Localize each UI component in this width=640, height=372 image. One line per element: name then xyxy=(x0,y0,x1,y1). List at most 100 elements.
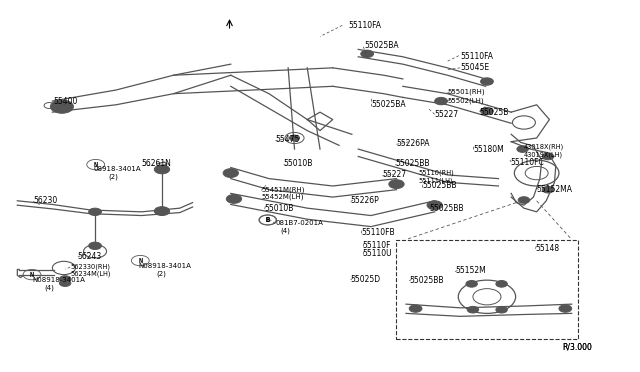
Text: 55226PA: 55226PA xyxy=(396,139,430,148)
Text: N: N xyxy=(93,161,98,167)
Text: 55452M(LH): 55452M(LH) xyxy=(261,194,304,201)
Text: 55025BB: 55025BB xyxy=(395,159,429,169)
Text: 55110FA: 55110FA xyxy=(349,21,381,30)
Circle shape xyxy=(62,278,68,281)
Text: 55152MA: 55152MA xyxy=(537,185,573,194)
Text: 55025BB: 55025BB xyxy=(409,276,444,285)
Circle shape xyxy=(227,195,242,203)
Circle shape xyxy=(158,209,166,213)
Circle shape xyxy=(496,307,508,313)
Circle shape xyxy=(438,99,444,103)
Circle shape xyxy=(51,100,74,113)
Text: B: B xyxy=(266,217,270,223)
Text: 43018X(RH): 43018X(RH) xyxy=(524,144,564,151)
Text: N: N xyxy=(138,257,143,264)
Text: 56261N: 56261N xyxy=(141,159,172,169)
Circle shape xyxy=(496,280,508,287)
Circle shape xyxy=(521,198,527,202)
Text: B: B xyxy=(266,217,270,223)
Circle shape xyxy=(292,137,297,140)
Circle shape xyxy=(89,242,101,250)
Text: 56230: 56230 xyxy=(33,196,58,205)
Circle shape xyxy=(364,52,371,56)
Circle shape xyxy=(484,80,490,83)
Circle shape xyxy=(289,135,300,141)
Circle shape xyxy=(427,201,442,210)
Text: 55025BB: 55025BB xyxy=(422,182,456,190)
Circle shape xyxy=(409,305,422,312)
Text: 55110U: 55110U xyxy=(363,249,392,258)
Text: (4): (4) xyxy=(45,284,54,291)
Circle shape xyxy=(467,307,479,313)
Circle shape xyxy=(470,308,476,311)
Text: 55010B: 55010B xyxy=(284,159,313,169)
Circle shape xyxy=(60,276,71,282)
Circle shape xyxy=(154,207,170,215)
Circle shape xyxy=(545,188,551,191)
Circle shape xyxy=(56,103,68,110)
Circle shape xyxy=(481,108,493,115)
Circle shape xyxy=(227,171,235,175)
Text: N08918-3401A: N08918-3401A xyxy=(138,263,191,269)
Text: R/3.000: R/3.000 xyxy=(562,342,592,351)
Text: 55475: 55475 xyxy=(275,135,300,144)
Text: 55501(RH): 55501(RH) xyxy=(447,89,485,95)
Circle shape xyxy=(435,97,447,105)
Text: 562330(RH): 562330(RH) xyxy=(70,263,110,270)
Text: 55010B: 55010B xyxy=(264,203,294,213)
Circle shape xyxy=(466,280,477,287)
Circle shape xyxy=(154,165,170,174)
Circle shape xyxy=(542,186,554,193)
Text: (4): (4) xyxy=(280,227,291,234)
Circle shape xyxy=(62,282,68,285)
Text: 55226P: 55226P xyxy=(351,196,380,205)
Text: N08918-3401A: N08918-3401A xyxy=(32,277,85,283)
Text: (2): (2) xyxy=(108,174,118,180)
Circle shape xyxy=(92,210,99,214)
Circle shape xyxy=(517,146,529,153)
Text: 55227: 55227 xyxy=(383,170,406,179)
Circle shape xyxy=(223,169,239,177)
Circle shape xyxy=(60,280,71,286)
Text: 55025D: 55025D xyxy=(351,275,381,283)
Text: 081B7-0201A: 081B7-0201A xyxy=(275,220,323,226)
Text: 43019X(LH): 43019X(LH) xyxy=(524,151,563,158)
Text: 55148: 55148 xyxy=(536,244,559,253)
Text: 55451M(RH): 55451M(RH) xyxy=(261,186,305,193)
Circle shape xyxy=(468,282,474,285)
Text: 55227: 55227 xyxy=(435,109,459,119)
Circle shape xyxy=(481,78,493,85)
Text: 55045E: 55045E xyxy=(460,63,490,72)
Text: N: N xyxy=(30,272,34,278)
Text: 55110(RH): 55110(RH) xyxy=(419,170,454,176)
Text: 55110FA: 55110FA xyxy=(460,52,493,61)
Circle shape xyxy=(412,307,419,310)
Text: 56234M(LH): 56234M(LH) xyxy=(70,270,111,277)
Text: R/3.000: R/3.000 xyxy=(562,342,592,351)
Circle shape xyxy=(230,197,238,201)
Text: 55110FC: 55110FC xyxy=(510,157,543,167)
Circle shape xyxy=(559,305,572,312)
Text: (2): (2) xyxy=(156,270,166,277)
Circle shape xyxy=(89,208,101,215)
Text: 55502(LH): 55502(LH) xyxy=(447,97,484,103)
Circle shape xyxy=(393,182,400,186)
Circle shape xyxy=(158,167,166,171)
Circle shape xyxy=(92,244,99,248)
Circle shape xyxy=(484,109,490,113)
Circle shape xyxy=(361,50,374,58)
Text: 55025BA: 55025BA xyxy=(371,100,406,109)
Circle shape xyxy=(389,180,404,189)
Circle shape xyxy=(518,197,530,203)
Text: 55025BB: 55025BB xyxy=(429,203,464,213)
Text: 55025B: 55025B xyxy=(479,108,509,117)
Text: 55025BA: 55025BA xyxy=(365,41,399,50)
Text: 56243: 56243 xyxy=(78,251,102,261)
Circle shape xyxy=(431,203,438,208)
Text: 55110F: 55110F xyxy=(363,241,391,250)
Circle shape xyxy=(499,282,504,285)
Text: 55111(LH): 55111(LH) xyxy=(419,177,453,184)
Text: 55400: 55400 xyxy=(54,97,78,106)
Text: 55110FB: 55110FB xyxy=(362,228,395,237)
Text: 55152M: 55152M xyxy=(455,266,486,275)
